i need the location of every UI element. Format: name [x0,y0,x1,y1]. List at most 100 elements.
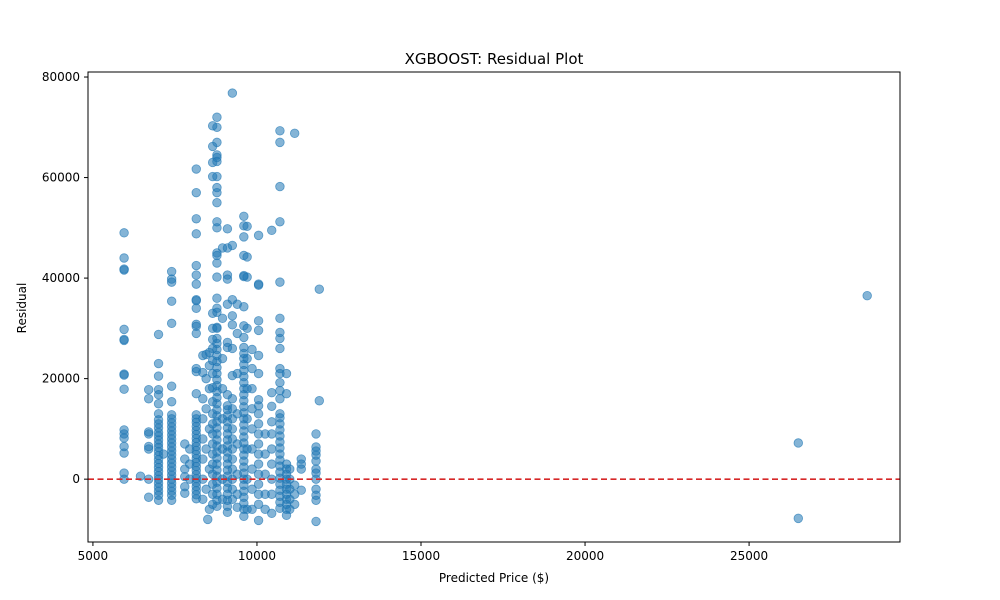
data-point [247,344,257,355]
data-point [239,211,249,221]
data-point [247,504,257,515]
data-point [275,217,285,227]
points-layer [119,88,872,527]
data-point [212,171,222,182]
data-point [242,323,252,334]
data-point [253,409,264,419]
data-point [793,513,803,524]
data-point [198,414,208,424]
data-point [212,272,222,282]
data-point [227,320,238,330]
chart-title: XGBOOST: Residual Plot [405,50,584,68]
data-point [212,323,222,334]
data-point [153,329,164,340]
data-point [119,265,129,275]
data-point [253,419,264,429]
data-point [212,307,222,317]
x-tick-label: 5000 [78,549,109,563]
data-point [289,499,300,510]
data-point [247,464,257,474]
data-point [191,279,201,289]
axes-layer [87,71,901,543]
data-point [201,444,211,454]
data-point [212,197,222,208]
data-point [314,284,325,294]
data-point [222,224,233,234]
data-point [191,389,201,399]
data-point [212,223,222,233]
data-point [212,112,222,122]
data-point [222,507,233,518]
data-point [289,480,300,490]
data-point [222,274,233,284]
data-point [862,290,872,301]
data-point [275,377,285,388]
data-point [239,232,249,242]
data-point [212,156,222,167]
data-point [191,214,201,224]
data-point [253,401,264,411]
data-point [227,311,238,321]
data-point [119,448,129,458]
data-point [227,240,238,251]
data-point [253,439,264,449]
data-point [153,358,164,369]
data-point [281,368,292,379]
data-point [217,383,228,394]
x-tick-label: 20000 [566,549,604,563]
data-point [119,433,129,443]
data-point [275,333,285,344]
data-point [285,464,295,474]
data-point [253,459,264,469]
data-point [227,88,238,98]
x-axis-label: Predicted Price ($) [439,571,549,585]
data-point [143,384,154,395]
data-point [311,495,321,505]
data-point [212,187,222,198]
data-point [281,389,292,399]
data-point [253,230,264,241]
data-point [153,390,164,400]
data-point [203,514,213,525]
data-point [212,122,222,132]
data-point [267,508,277,519]
plot-frame [87,71,901,543]
data-point [267,429,277,439]
data-point [253,499,264,510]
data-point [191,229,201,239]
data-point [198,434,208,444]
data-point [191,187,201,198]
data-point [227,424,238,434]
data-point [217,313,228,324]
data-point [198,494,208,504]
data-point [119,370,129,380]
data-point [227,454,238,464]
y-tick-label: 80000 [42,70,80,84]
data-point [242,272,252,282]
data-point [289,128,300,139]
data-point [227,394,238,404]
data-point [212,501,222,512]
data-point [201,484,211,494]
data-point [314,396,325,406]
data-point [275,181,285,192]
data-point [153,371,164,381]
data-point [267,459,277,469]
data-point [296,464,306,474]
data-point [201,404,211,414]
data-point [242,252,252,262]
data-point [119,384,129,394]
data-point [217,353,228,364]
data-point [242,221,252,232]
data-point [212,293,222,303]
data-point [191,328,201,339]
data-point [180,488,190,498]
data-point [253,515,264,526]
data-point [247,363,257,374]
data-point [239,302,249,312]
data-point [267,225,277,236]
data-point [275,313,285,324]
data-point [153,495,164,505]
